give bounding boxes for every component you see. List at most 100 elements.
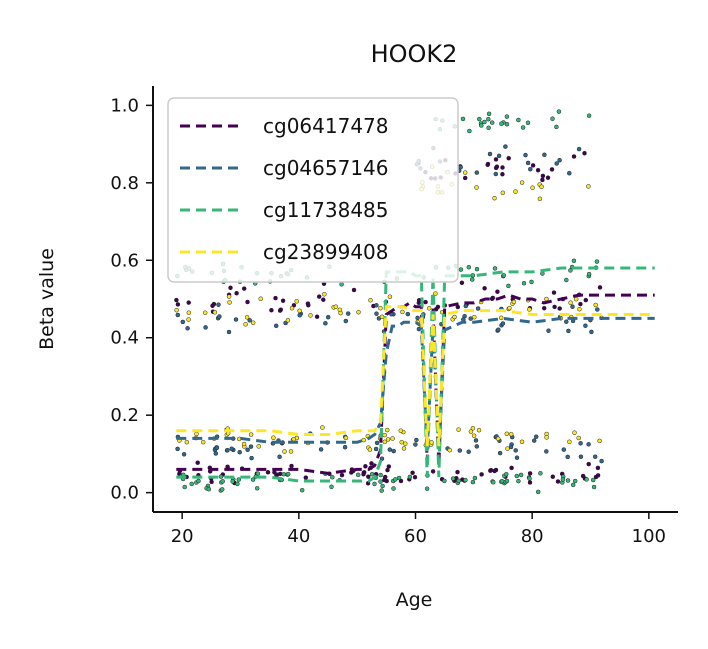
data-point [590, 477, 596, 483]
data-point [589, 329, 594, 335]
data-point [355, 472, 361, 478]
data-point [211, 301, 217, 307]
data-point [568, 300, 573, 305]
data-point [339, 472, 345, 478]
data-point [306, 302, 311, 308]
data-point [527, 476, 532, 481]
data-point [339, 282, 344, 287]
data-point [499, 121, 504, 126]
data-point [504, 121, 510, 127]
data-point [492, 266, 498, 271]
legend-label: cg04657146 [263, 156, 389, 180]
data-point [474, 185, 479, 190]
data-point [516, 117, 521, 123]
data-point [234, 290, 239, 296]
legend-label: cg06417478 [263, 114, 389, 138]
data-point [245, 299, 250, 305]
data-point [470, 479, 476, 485]
data-point [226, 329, 232, 335]
data-point [291, 436, 296, 442]
data-point [583, 297, 589, 303]
data-point [390, 436, 395, 441]
data-point [572, 478, 578, 484]
data-point [520, 125, 526, 130]
data-point [504, 471, 509, 477]
data-point [488, 467, 494, 473]
data-point [175, 302, 181, 307]
data-point [458, 164, 463, 170]
data-point [373, 446, 379, 452]
data-point [225, 447, 230, 453]
data-point [506, 283, 511, 289]
data-point [254, 486, 260, 491]
data-point [289, 305, 295, 311]
data-point [586, 442, 591, 447]
data-point [426, 306, 432, 311]
data-point [514, 455, 520, 460]
data-point [368, 297, 373, 303]
data-point [400, 309, 405, 315]
legend-label: cg23899408 [263, 240, 389, 264]
data-point [471, 433, 477, 438]
x-tick-label: 20 [171, 526, 194, 547]
data-point [506, 155, 511, 161]
data-point [412, 474, 418, 480]
data-point [535, 489, 541, 495]
data-point [540, 173, 546, 179]
data-point [513, 448, 518, 453]
data-point [435, 304, 441, 310]
data-point [463, 303, 469, 309]
data-point [576, 435, 581, 441]
data-point [586, 184, 591, 189]
data-point [535, 167, 541, 173]
data-point [386, 464, 392, 469]
data-point [479, 123, 484, 128]
data-point [486, 125, 491, 131]
data-point [521, 280, 527, 286]
data-point [565, 454, 570, 460]
data-point [498, 315, 504, 321]
data-point [550, 116, 555, 121]
data-point [554, 161, 559, 166]
data-point [189, 481, 194, 487]
data-point [554, 124, 559, 130]
data-point [393, 477, 398, 482]
data-point [316, 294, 322, 299]
data-point [500, 171, 505, 177]
data-point [447, 447, 452, 453]
data-point [405, 311, 411, 317]
data-point [504, 114, 510, 119]
data-point [466, 449, 471, 455]
data-point [374, 311, 379, 316]
data-point [462, 175, 468, 181]
data-point [342, 444, 348, 450]
data-point [318, 447, 324, 452]
data-point [209, 479, 214, 485]
data-point [230, 479, 235, 484]
data-point [195, 460, 200, 465]
data-point [186, 300, 191, 305]
data-point [297, 308, 302, 314]
data-point [495, 289, 500, 294]
data-point [218, 474, 224, 479]
data-point [220, 479, 225, 484]
data-point [544, 449, 549, 454]
data-point [476, 427, 482, 433]
data-point [356, 309, 361, 315]
data-point [493, 157, 499, 162]
data-point [571, 258, 577, 264]
trend-line [176, 316, 655, 451]
data-point [380, 483, 385, 489]
data-point [477, 116, 482, 122]
data-point [271, 435, 276, 440]
data-point [538, 471, 543, 476]
data-point [217, 314, 222, 319]
data-point [256, 444, 261, 449]
data-point [407, 474, 413, 480]
data-point [186, 317, 191, 322]
data-point [185, 326, 190, 331]
data-point [382, 439, 388, 445]
y-ticks: 0.0 0.2 0.4 0.6 0.8 1.0 [110, 95, 153, 504]
data-point [330, 474, 335, 480]
data-point [493, 467, 499, 473]
